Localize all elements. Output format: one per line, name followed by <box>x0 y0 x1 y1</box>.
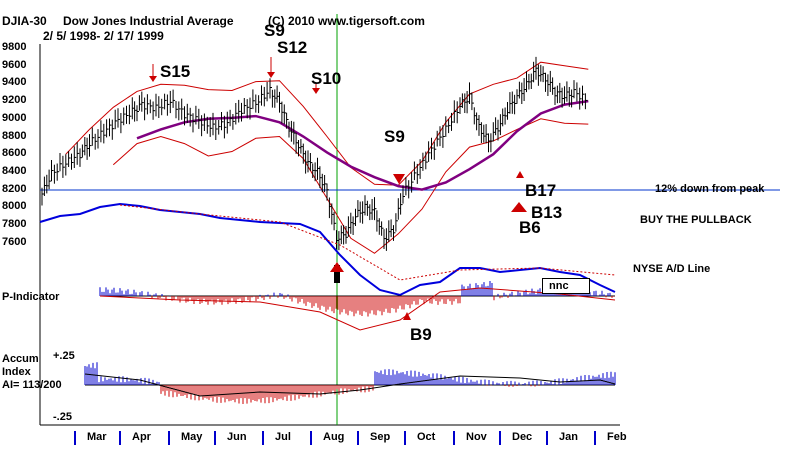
signal-s9a: S9 <box>264 21 285 40</box>
s9b-arrowhead <box>393 174 405 184</box>
nnc-box: nnc <box>542 278 590 294</box>
y-tick-label: 8000 <box>2 200 27 213</box>
month-label: Feb <box>607 431 627 443</box>
y-tick-label: 8400 <box>2 164 27 177</box>
index-name: Dow Jones Industrial Average <box>63 14 234 28</box>
symbol: DJIA-30 <box>2 14 47 28</box>
y-tick-label: 9400 <box>2 76 27 89</box>
signal-s12: S12 <box>277 38 308 57</box>
aug-arrowhead <box>330 262 344 272</box>
month-label: Mar <box>87 431 107 443</box>
signal-s9b: S9 <box>384 127 405 146</box>
month-label: Oct <box>417 431 436 443</box>
p-indicator-bars <box>99 281 615 317</box>
signal-s15: S15 <box>160 62 191 81</box>
month-label: Jan <box>559 431 578 443</box>
signal-b9: B9 <box>410 325 432 344</box>
s10-arrowhead <box>312 88 320 94</box>
y-tick-label: 8600 <box>2 147 27 160</box>
y-tick-label: 9200 <box>2 94 27 107</box>
month-label: Jul <box>275 431 291 443</box>
month-label: Dec <box>512 431 533 443</box>
ad-line-label: NYSE A/D Line <box>633 263 711 275</box>
signal-s10: S10 <box>311 69 342 88</box>
price-layer <box>41 56 589 254</box>
accum-bars <box>84 362 616 404</box>
p-indicator-ma <box>99 287 616 331</box>
month-label: Apr <box>132 431 151 443</box>
month-ticks <box>74 431 596 445</box>
signal-b13: B13 <box>531 203 563 222</box>
ad-line <box>39 202 616 297</box>
lower-band-line <box>112 118 589 254</box>
s15-arrowhead <box>149 76 157 82</box>
y-tick-label: 7600 <box>2 235 27 248</box>
b9-arrowhead <box>403 312 411 320</box>
moving-average-line <box>136 99 589 191</box>
y-tick-label: 8800 <box>2 129 27 142</box>
peak-line-label: 12% down from peak <box>655 183 765 195</box>
y-tick-label: 9000 <box>2 111 27 124</box>
accum-top-tick: +.25 <box>53 350 75 362</box>
month-label: Sep <box>370 431 391 443</box>
accum-label-1: Accum <box>2 353 39 365</box>
y-tick-label: 9600 <box>2 58 27 71</box>
month-label: Nov <box>466 431 487 443</box>
signal-b17: B17 <box>525 181 557 200</box>
y-tick-label: 7800 <box>2 218 27 230</box>
copyright: (C) 2010 www.tigersoft.com <box>268 14 425 28</box>
y-tick-label: 9800 <box>2 41 27 53</box>
signal-b6: B6 <box>519 218 541 237</box>
aug-marker <box>334 265 340 283</box>
month-label: Aug <box>323 431 345 443</box>
accum-label-3: AI= 113/200 <box>2 379 62 391</box>
date-range: 2/ 5/ 1998- 2/ 17/ 1999 <box>43 29 164 43</box>
y-tick-label: 8200 <box>2 182 27 195</box>
accum-label-2: Index <box>2 366 31 378</box>
month-label: Jun <box>227 431 247 443</box>
month-label: May <box>181 431 203 443</box>
buy-pullback-label: BUY THE PULLBACK <box>640 214 752 226</box>
b13-arrowhead <box>511 202 527 212</box>
b17-arrowhead <box>516 171 524 178</box>
accum-ma <box>84 373 616 397</box>
accum-bottom-tick: -.25 <box>53 411 72 423</box>
s12-arrowhead <box>267 72 275 78</box>
p-indicator-label: P-Indicator <box>2 291 60 303</box>
upper-band-line <box>65 61 589 186</box>
ad-line-ma <box>119 204 616 281</box>
